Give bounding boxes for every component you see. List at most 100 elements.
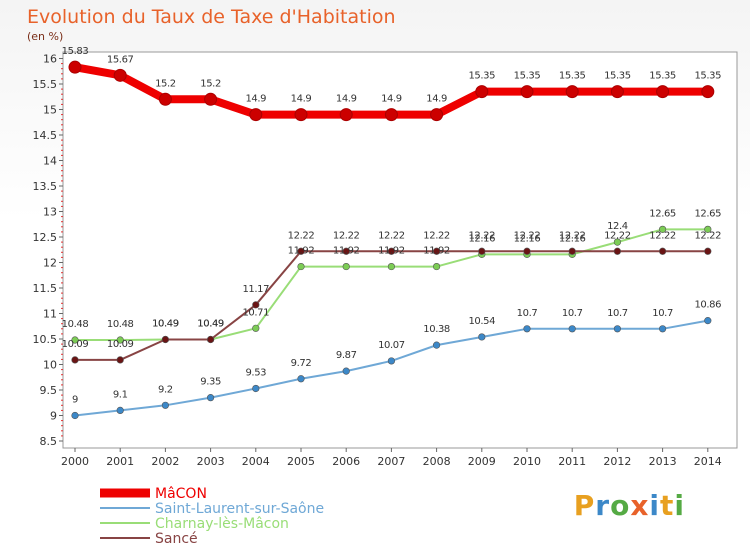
data-point: [207, 394, 215, 402]
data-label: 10.49: [152, 319, 179, 330]
y-tick-label: 14.5: [33, 129, 58, 142]
data-label: 12.22: [423, 230, 450, 241]
legend-label: Charnay-lès-Mâcon: [155, 516, 289, 532]
proxiti-logo: Proxiti: [573, 489, 685, 522]
data-point: [565, 85, 579, 99]
data-point: [520, 85, 534, 99]
x-tick-label: 2013: [649, 455, 677, 468]
data-point: [297, 247, 305, 255]
y-tick-label: 13.5: [33, 180, 58, 193]
data-label: 15.35: [604, 71, 631, 82]
y-tick-label: 10.5: [33, 333, 58, 346]
data-point: [523, 247, 531, 255]
data-point: [116, 336, 124, 344]
data-label: 10.38: [423, 324, 450, 335]
data-label: 9.72: [291, 358, 312, 369]
data-label: 10.09: [107, 339, 134, 350]
data-label: 12.22: [694, 230, 721, 241]
y-tick-label: 12.5: [33, 231, 58, 244]
data-point: [656, 85, 670, 99]
data-point: [613, 247, 622, 255]
data-point: [249, 108, 263, 122]
data-point: [704, 247, 712, 255]
data-label: 15.35: [514, 71, 541, 82]
data-point: [613, 238, 622, 246]
y-tick-label: 12: [43, 257, 57, 270]
data-label: 12.22: [559, 230, 586, 241]
x-tick-label: 2010: [513, 455, 541, 468]
data-label: 9: [72, 395, 78, 406]
data-label: 12.16: [514, 233, 541, 244]
x-tick-label: 2012: [603, 455, 631, 468]
data-point: [252, 324, 260, 332]
x-tick-label: 2008: [423, 455, 451, 468]
data-point: [433, 247, 441, 255]
data-label: 12.22: [288, 230, 315, 241]
data-label: 10.7: [562, 308, 583, 319]
data-point: [701, 85, 715, 99]
data-point: [342, 367, 350, 375]
data-label: 10.49: [197, 319, 224, 330]
data-label: 10.7: [517, 308, 538, 319]
data-point: [658, 225, 667, 233]
data-label: 12.22: [649, 230, 676, 241]
data-point: [204, 92, 218, 106]
y-tick-label: 13: [43, 206, 57, 219]
x-tick-label: 2002: [151, 455, 179, 468]
data-label: 15.67: [107, 54, 134, 65]
data-label: 11.92: [333, 246, 360, 257]
data-point: [387, 247, 396, 255]
data-label: 10.48: [62, 319, 89, 330]
data-point: [568, 247, 576, 255]
data-label: 10.54: [468, 316, 495, 327]
y-tick-label: 9: [50, 410, 57, 423]
data-label: 15.35: [694, 71, 721, 82]
data-point: [68, 60, 82, 74]
data-label: 10.09: [62, 339, 89, 350]
data-label: 11.92: [423, 246, 450, 257]
x-tick-label: 2014: [694, 455, 722, 468]
y-tick-label: 16: [43, 53, 57, 66]
data-label: 9.87: [336, 350, 357, 361]
x-tick-label: 2006: [332, 455, 360, 468]
y-tick-label: 9.5: [40, 384, 58, 397]
y-tick-label: 10: [43, 359, 57, 372]
data-label: 15.83: [62, 46, 89, 57]
y-tick-label: 15: [43, 104, 57, 117]
data-label: 12.22: [604, 230, 631, 241]
data-label: 10.07: [378, 340, 405, 351]
data-point: [478, 333, 486, 341]
y-tick-label: 8.5: [40, 435, 58, 448]
data-point: [339, 108, 353, 122]
data-point: [71, 356, 79, 364]
x-tick-label: 2005: [287, 455, 315, 468]
data-label: 14.9: [426, 94, 447, 105]
data-point: [387, 357, 396, 365]
chart-title: Evolution du Taux de Taxe d'Habitation: [27, 6, 396, 28]
data-point: [294, 108, 308, 122]
data-label: 9.1: [113, 389, 128, 400]
data-point: [613, 325, 622, 333]
data-label: 12.65: [694, 208, 721, 219]
data-point: [116, 356, 124, 364]
data-point: [342, 247, 350, 255]
data-point: [475, 85, 489, 99]
data-point: [658, 325, 667, 333]
data-label: 9.2: [158, 384, 173, 395]
data-point: [161, 401, 169, 409]
unit-label: (en %): [27, 30, 64, 43]
data-label: 12.22: [333, 230, 360, 241]
data-label: 10.7: [607, 308, 628, 319]
data-point: [71, 411, 79, 420]
data-label: 9.53: [245, 367, 266, 378]
x-tick-label: 2007: [377, 455, 405, 468]
data-label: 15.2: [200, 78, 221, 89]
data-point: [523, 325, 531, 333]
x-tick-label: 2001: [106, 455, 134, 468]
data-point: [387, 262, 396, 271]
data-label: 12.22: [378, 230, 405, 241]
data-label: 10.7: [652, 308, 673, 319]
data-point: [158, 92, 172, 106]
data-label: 15.35: [649, 71, 676, 82]
data-label: 15.35: [468, 71, 495, 82]
